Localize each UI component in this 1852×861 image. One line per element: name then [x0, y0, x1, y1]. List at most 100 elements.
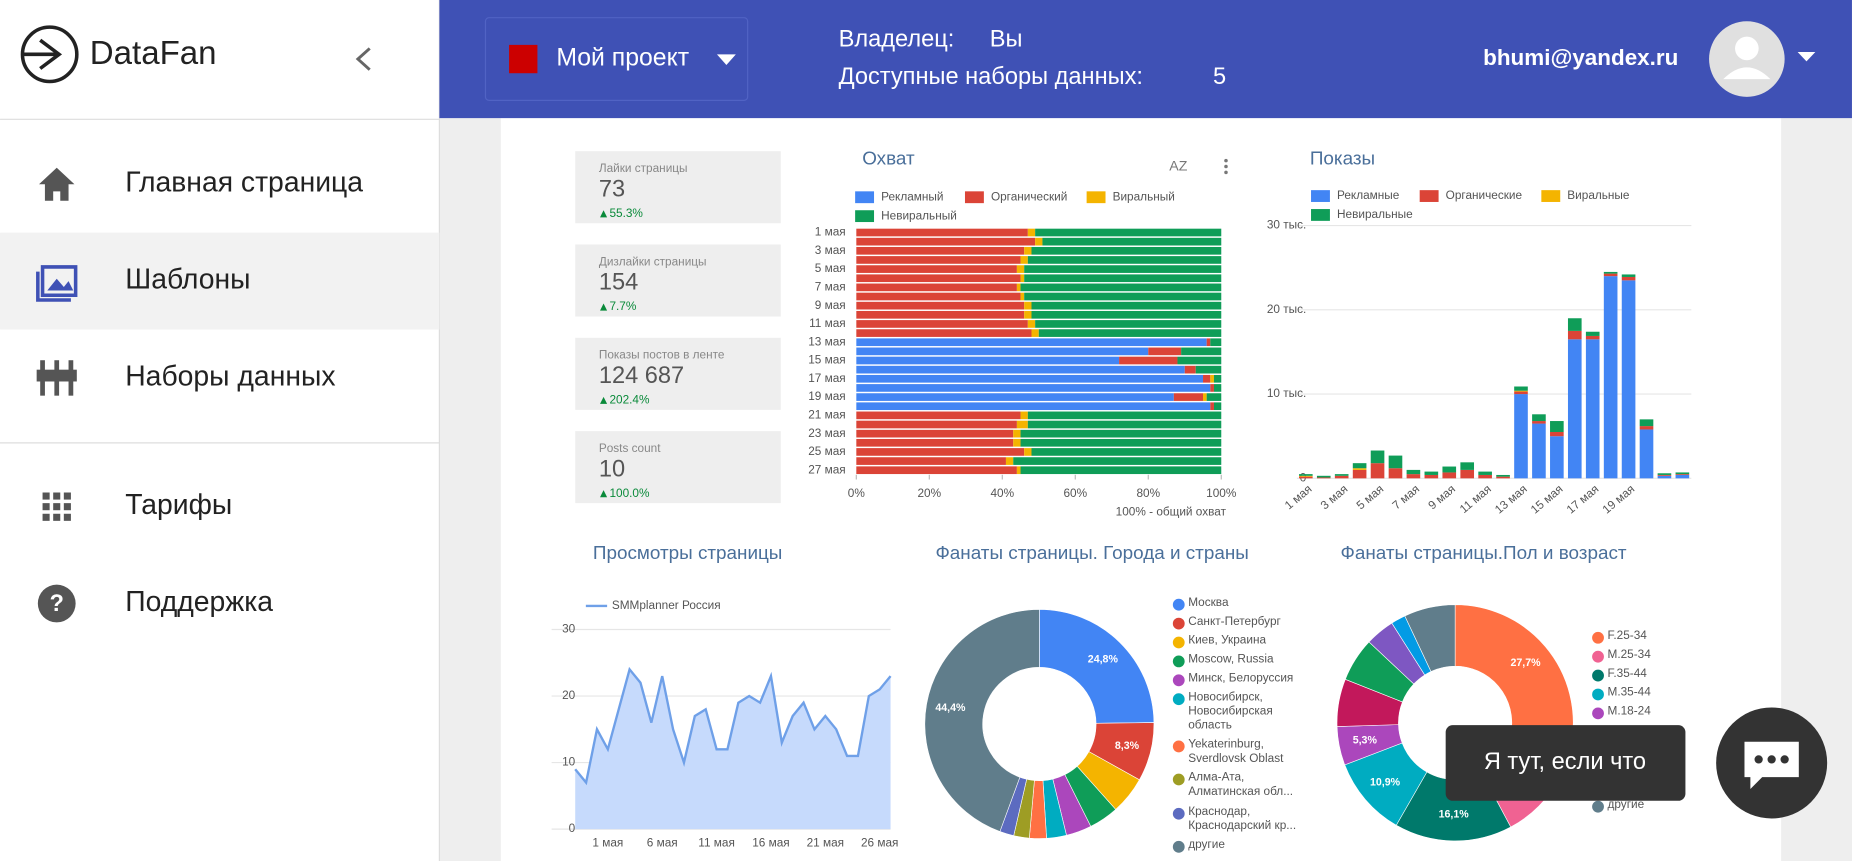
- bar-segment: [1016, 265, 1025, 273]
- bar-segment: [1603, 271, 1618, 274]
- legend-swatch: [855, 210, 875, 223]
- nav-item[interactable]: Поддержка: [125, 586, 273, 618]
- bar-segment: [1316, 477, 1331, 479]
- logo-icon: [20, 25, 79, 84]
- legend-label: F.35-44: [1607, 667, 1647, 681]
- bar-segment: [1532, 421, 1546, 424]
- bar-segment: [1181, 347, 1222, 356]
- legend-label: Минск, Белоруссия: [1188, 672, 1294, 686]
- legend-label: Виральные: [1567, 188, 1630, 202]
- bar-segment: [1514, 394, 1528, 479]
- bar-segment: [856, 292, 1021, 301]
- legend-label: Виральный: [1113, 189, 1175, 203]
- kpi-value: 124 687: [599, 363, 684, 389]
- collapse-button[interactable]: [355, 47, 371, 71]
- nav-item[interactable]: Главная страница: [125, 167, 363, 199]
- bar-segment: [1173, 393, 1204, 401]
- legend-entry: Алма-Ата, Алматинская обл...: [1188, 771, 1294, 799]
- legend-label: Невиральные: [1337, 207, 1413, 221]
- y-tick-label: 13 мая: [808, 334, 845, 348]
- datasets-count: 5: [1213, 64, 1226, 90]
- user-email: bhumi@yandex.ru: [1483, 45, 1678, 70]
- slice-label: 44,4%: [935, 702, 966, 714]
- bar-segment: [1532, 423, 1546, 479]
- y-tick-label: 30: [562, 622, 576, 636]
- icon-tariffs: [42, 492, 71, 521]
- bar-segment: [1210, 402, 1214, 411]
- bar-segment: [1424, 471, 1439, 475]
- bar-segment: [856, 347, 1149, 356]
- legend-label: Yekaterinburg, Sverdlovsk Oblast: [1188, 738, 1284, 766]
- legend-swatch: [1172, 598, 1185, 611]
- nav-item[interactable]: Наборы данных: [125, 360, 335, 392]
- chat-tooltip: [1445, 725, 1686, 801]
- legend-label: Киев, Украина: [1188, 634, 1267, 648]
- bar-segment: [1460, 462, 1475, 470]
- bar-segment: [1550, 421, 1564, 432]
- bar-segment: [856, 384, 1211, 392]
- bar-segment: [856, 283, 1017, 292]
- legend-swatch: [1172, 840, 1185, 853]
- legend-label: Алма-Ата, Алматинская обл...: [1188, 771, 1294, 799]
- bar-segment: [1478, 471, 1492, 475]
- legend-label: другие: [1607, 798, 1645, 812]
- bar-segment: [1210, 374, 1214, 383]
- bar-segment: [856, 411, 1021, 420]
- bar-segment: [1514, 386, 1528, 391]
- kpi-card: [575, 151, 781, 224]
- sort-icon[interactable]: AZ: [1169, 158, 1187, 174]
- legend-label: M.25-34: [1607, 648, 1651, 662]
- bar-segment: [1031, 301, 1222, 310]
- kpi-arrow: [600, 303, 608, 311]
- bar-segment: [856, 457, 1006, 465]
- bar-segment: [1352, 468, 1367, 470]
- y-tick-label: 20: [562, 688, 576, 702]
- bar-segment: [1621, 280, 1636, 479]
- legend-swatch: [1172, 807, 1185, 820]
- nav-item[interactable]: Шаблоны: [125, 264, 250, 296]
- bar-segment: [1206, 393, 1222, 401]
- bar-segment: [1024, 310, 1032, 319]
- bar-segment: [1388, 468, 1403, 479]
- bar-segment: [1675, 474, 1690, 475]
- bar-segment: [1016, 283, 1021, 292]
- area: [575, 669, 891, 830]
- bar-segment: [856, 237, 1036, 246]
- bar-segment: [1657, 474, 1672, 476]
- bar-segment: [1210, 338, 1222, 347]
- bar-segment: [1027, 320, 1036, 328]
- icon-support: [37, 584, 76, 623]
- bar-segment: [1027, 228, 1036, 237]
- bar-segment: [1035, 237, 1043, 246]
- legend-swatch: [1311, 209, 1330, 221]
- avatar-body: [1723, 67, 1771, 80]
- x-tick-label: 40%: [990, 486, 1014, 500]
- y-tick-label: 11 мая: [809, 316, 846, 330]
- bar-segment: [1657, 473, 1672, 475]
- legend-entry: F.25-34: [1607, 630, 1646, 643]
- nav-item[interactable]: Тарифы: [125, 489, 232, 521]
- bar-segment: [1496, 474, 1510, 477]
- legend-entry: M.18-24: [1607, 705, 1650, 718]
- bar-segment: [1024, 246, 1032, 255]
- kpi-label: Показы постов в ленте: [599, 348, 725, 362]
- icon-support-glyph: ?: [50, 591, 64, 617]
- bar-segment: [1038, 329, 1222, 337]
- bar-segment: [1424, 474, 1439, 479]
- bar-segment: [856, 393, 1174, 401]
- logo-text: DataFan: [90, 35, 217, 72]
- legend-label: Органические: [1446, 188, 1523, 202]
- account-caret[interactable]: [1797, 51, 1816, 62]
- bar-segment: [1020, 466, 1222, 475]
- bar-segment: [856, 256, 1021, 264]
- menu-icon[interactable]: [1224, 158, 1228, 175]
- bar-segment: [1514, 390, 1528, 392]
- project-select[interactable]: [484, 17, 749, 101]
- line: [574, 666, 892, 786]
- logo-arrow: [23, 38, 63, 70]
- sidebar: [0, 0, 440, 861]
- x-tick-label: 60%: [1063, 486, 1087, 500]
- legend-swatch: [855, 191, 875, 204]
- legend-label: Невиральный: [881, 208, 957, 222]
